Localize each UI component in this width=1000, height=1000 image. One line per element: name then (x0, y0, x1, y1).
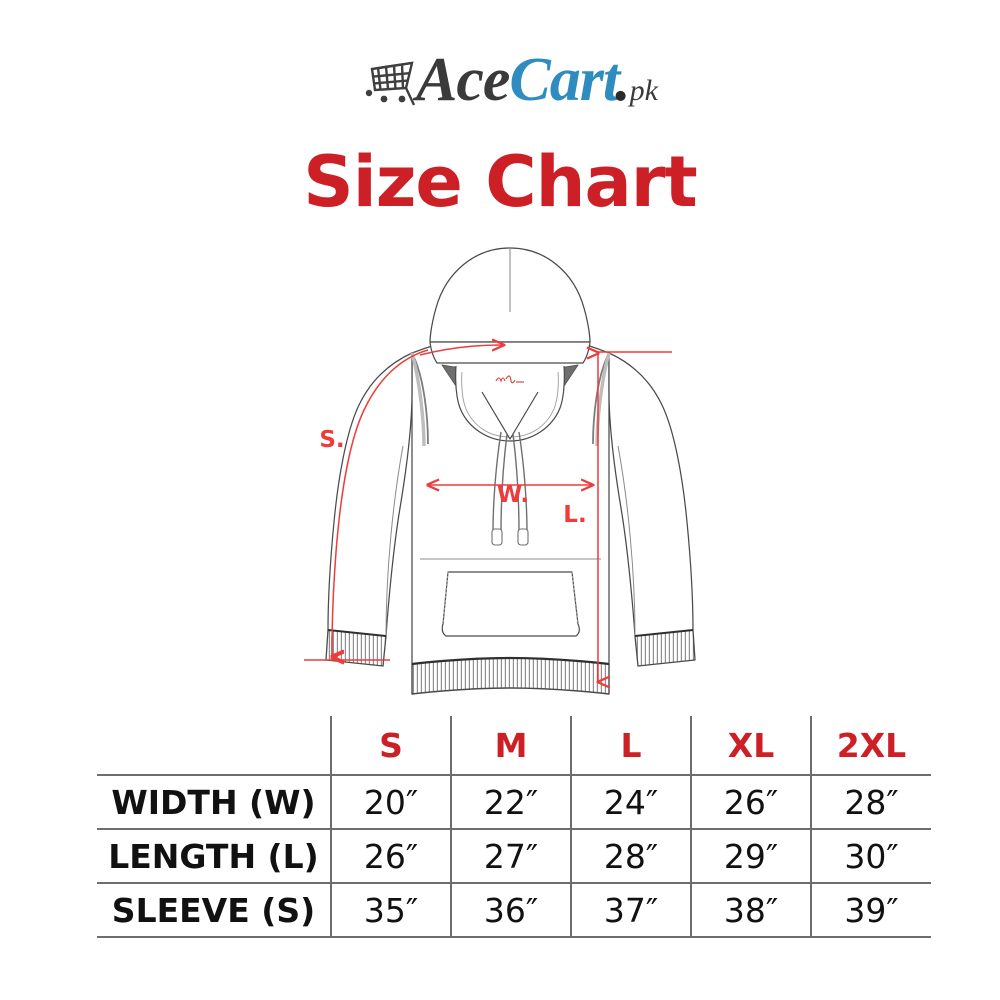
brand-signature-mark (495, 375, 524, 384)
brand-cart-text: Cart (509, 46, 620, 114)
table-header-row: S M L XL 2XL (97, 716, 931, 775)
shopping-cart-icon (362, 57, 424, 109)
header-size-l: L (570, 716, 691, 775)
cell-sleeve-m: 36″ (450, 882, 571, 938)
cell-width-2xl: 28″ (810, 774, 931, 829)
cell-width-m: 22″ (450, 774, 571, 829)
row-label-sleeve: SLEEVE (S) (97, 882, 331, 938)
length-label: L. (563, 502, 586, 528)
hoodie-technical-drawing: S. W. L. (260, 232, 760, 707)
header-size-xl: XL (690, 716, 811, 775)
width-label: W. (497, 482, 529, 508)
row-label-length: LENGTH (L) (97, 828, 331, 883)
sleeve-label: S. (319, 427, 344, 453)
hood-pointer-arrow (419, 345, 504, 356)
table-row: LENGTH (L) 26″ 27″ 28″ 29″ 30″ (97, 828, 931, 883)
cell-length-s: 26″ (330, 828, 451, 883)
cell-length-m: 27″ (450, 828, 571, 883)
header-size-m: M (450, 716, 571, 775)
table-row: SLEEVE (S) 35″ 36″ 37″ 38″ 39″ (97, 882, 931, 938)
header-size-s: S (330, 716, 451, 775)
header-corner-cell (97, 716, 331, 775)
cell-width-s: 20″ (330, 774, 451, 829)
brand-dot: . (615, 46, 631, 114)
cell-sleeve-xl: 38″ (690, 882, 811, 938)
brand-logo: Ace Cart . pk (0, 44, 1000, 116)
row-label-width: WIDTH (W) (97, 774, 331, 829)
brand-ace-text: Ace (416, 46, 510, 114)
cell-length-2xl: 30″ (810, 828, 931, 883)
cell-width-xl: 26″ (690, 774, 811, 829)
cell-sleeve-s: 35″ (330, 882, 451, 938)
sleeve-measure-line (331, 349, 429, 651)
cell-sleeve-l: 37″ (570, 882, 691, 938)
brand-tld-text: pk (629, 74, 658, 107)
cell-width-l: 24″ (570, 774, 691, 829)
table-row: WIDTH (W) 20″ 22″ 24″ 26″ 28″ (97, 774, 931, 829)
cell-sleeve-2xl: 39″ (810, 882, 931, 938)
size-chart-table: S M L XL 2XL WIDTH (W) 20″ 22″ 24″ 26″ 2… (97, 716, 931, 938)
header-size-2xl: 2XL (810, 716, 931, 775)
cell-length-xl: 29″ (690, 828, 811, 883)
cell-length-l: 28″ (570, 828, 691, 883)
page-title: Size Chart (303, 141, 697, 223)
